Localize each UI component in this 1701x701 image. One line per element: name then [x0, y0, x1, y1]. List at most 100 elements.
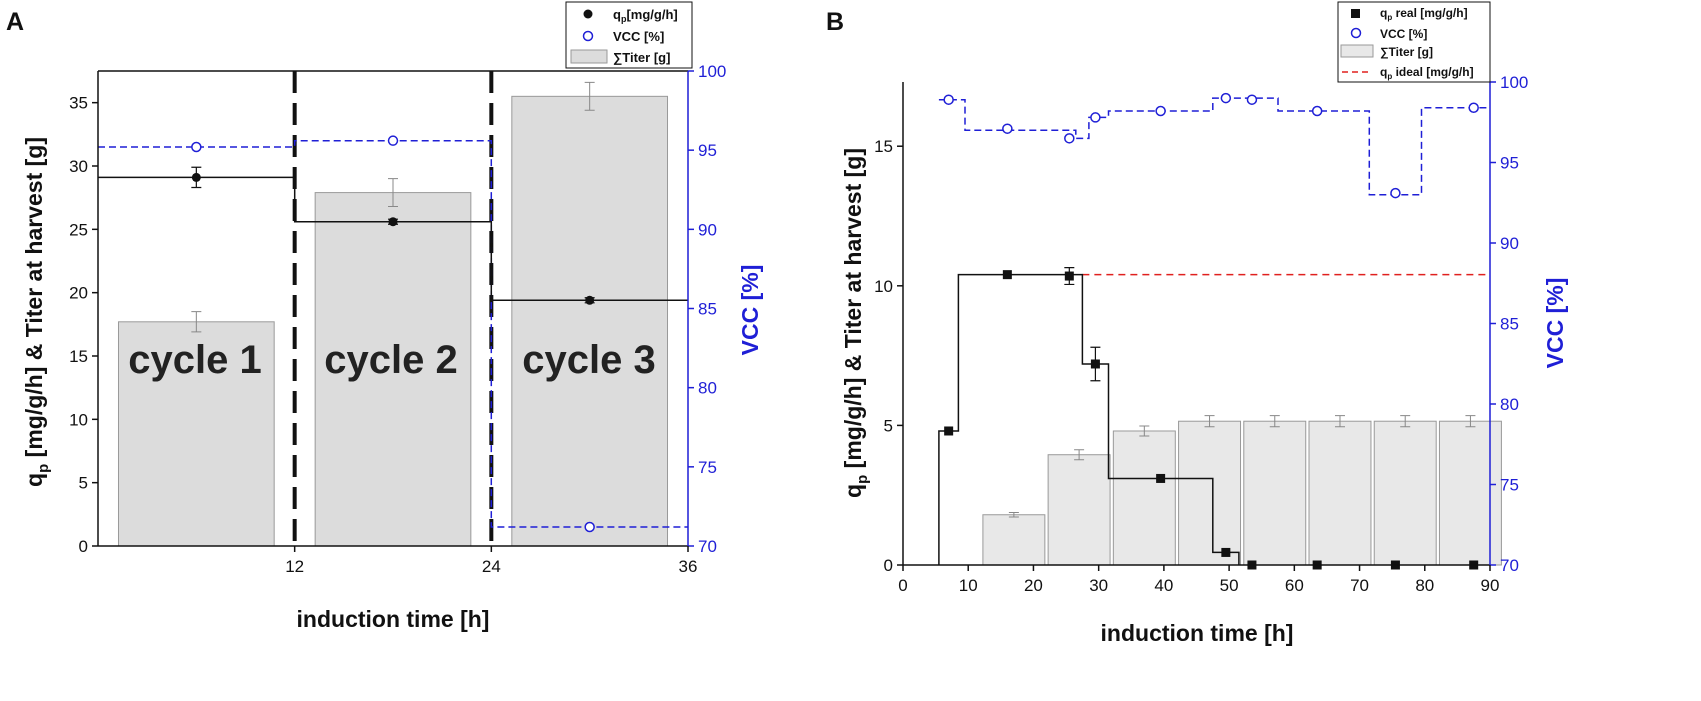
panel-a-legend-titer-label: ∑Titer [g] — [613, 50, 670, 65]
panel-b-titer-error-bar-1 — [1008, 512, 1019, 518]
panel-a-y-left-tick-label-5: 5 — [79, 474, 88, 493]
panel-b-x-tick-label-40: 40 — [1154, 576, 1173, 595]
panel-a-cycle-label-3: cycle 3 — [522, 338, 655, 382]
panel-a-legend-vcc-label: VCC [%] — [613, 29, 664, 44]
panel-b-legend-box — [1337, 1, 1491, 83]
panel-b-titer-error-bar-2 — [1074, 449, 1085, 461]
panel-a-y-right-tick-label-100: 100 — [698, 62, 726, 81]
panel-b-y-right-tick-label-70: 70 — [1500, 556, 1519, 575]
panel-a-label: A — [6, 8, 24, 36]
panel-a-legend-qp-label: qp[mg/g/h] — [613, 7, 678, 24]
panel-a-qp-point-3 — [585, 295, 595, 305]
panel-b-titer-error-bar-3 — [1139, 425, 1150, 437]
panel-b-legend-titer-label: ∑Titer [g] — [1380, 45, 1433, 59]
panel-b-label: B — [826, 8, 844, 36]
panel-a-legend: qp[mg/g/h] VCC [%] ∑Titer [g] — [565, 1, 693, 69]
panel-a-x-tick-label-24: 24 — [482, 557, 501, 576]
panel-b-vcc-point-3 — [1064, 133, 1075, 144]
panel-a-y-right-tick-label-85: 85 — [698, 300, 717, 319]
panel-b-x-tick-label-60: 60 — [1285, 576, 1304, 595]
panel-a-y-left-tick-label-30: 30 — [69, 157, 88, 176]
panel-b-x-tick-label-50: 50 — [1220, 576, 1239, 595]
panel-b-y-left-tick-label-10: 10 — [874, 277, 893, 296]
panel-b-vcc-point-1 — [943, 94, 954, 105]
panel-b-qp-real-point-5 — [1156, 473, 1166, 483]
panel-b-vcc-point-4 — [1090, 112, 1101, 123]
panel-b-qp-real-point-6 — [1221, 547, 1231, 557]
panel-b-titer-bar-1 — [982, 514, 1046, 566]
panel-a-titer-error-bar-2 — [388, 178, 398, 208]
panel-a-y-left-tick-label-0: 0 — [79, 537, 88, 556]
panel-a-cycle-label-1: cycle 1 — [128, 338, 261, 382]
panel-b-legend-vcc-label: VCC [%] — [1380, 27, 1427, 41]
panel-a-qp-point-2 — [388, 217, 398, 227]
panel-b-x-axis-title: induction time [h] — [1101, 620, 1294, 646]
panel-b-titer-error-bar-4 — [1204, 415, 1215, 428]
panel-b-y-right-tick-label-80: 80 — [1500, 395, 1519, 414]
panel-a-y-right-tick-label-95: 95 — [698, 141, 717, 160]
panel-a-y-right-tick-label-75: 75 — [698, 458, 717, 477]
panel-a-legend-qp-marker — [583, 9, 593, 19]
panel-b-legend-qp-real-marker — [1351, 9, 1360, 18]
panel-b-y-right-tick-label-85: 85 — [1500, 315, 1519, 334]
panel-a-x-tick-label-36: 36 — [679, 557, 698, 576]
panel-a-titer-bar-3 — [511, 95, 669, 547]
panel-b-titer-bar-2 — [1047, 454, 1111, 566]
panel-b-legend-qp-ideal-label: qp ideal [mg/g/h] — [1380, 65, 1474, 81]
panel-b-vcc-point-10 — [1468, 102, 1479, 114]
panel-b-qp-real-point-4 — [1090, 359, 1100, 369]
panel-a-vcc-point-1 — [191, 141, 202, 153]
panel-b-x-tick-label-80: 80 — [1415, 576, 1434, 595]
panel-b-x-tick-label-0: 0 — [898, 576, 907, 595]
panel-a-cycle-label-2: cycle 2 — [324, 338, 457, 382]
panel-b-x-tick-label-90: 90 — [1481, 576, 1500, 595]
panel-b-vcc-point-8 — [1311, 105, 1323, 117]
panel-a-y-right-tick-label-70: 70 — [698, 537, 717, 556]
panel-b-y-left-tick-label-0: 0 — [884, 556, 893, 575]
panel-a-x-axis-title: induction time [h] — [297, 606, 490, 632]
panel-b-x-tick-label-70: 70 — [1350, 576, 1369, 595]
panel-b-vcc-point-9 — [1390, 187, 1401, 199]
panel-b-y-right-tick-label-75: 75 — [1500, 476, 1519, 495]
panel-b-titer-bar-7 — [1373, 420, 1437, 566]
panel-a-x-tick-label-12: 12 — [285, 557, 304, 576]
panel-a-vcc-point-3 — [584, 521, 595, 533]
panel-b-y-right-tick-label-100: 100 — [1500, 73, 1528, 92]
panel-b-qp-real-point-2 — [1002, 270, 1012, 280]
panel-b-titer-bar-5 — [1243, 420, 1307, 566]
panel-b-qp-real-point-1 — [944, 426, 954, 436]
panel-b-vcc-point-2 — [1002, 123, 1013, 134]
panel-b-legend: qp real [mg/g/h] VCC [%] ∑Titer [g] qp i… — [1337, 1, 1491, 83]
panel-a-qp-point-1 — [191, 172, 201, 182]
panel-a-titer-bar-1 — [117, 321, 275, 547]
panel-a-y-left-tick-label-25: 25 — [69, 220, 88, 239]
panel-b-x-tick-label-10: 10 — [959, 576, 978, 595]
panel-b-vcc-point-7 — [1246, 94, 1258, 105]
panel-a-y-right-tick-label-80: 80 — [698, 379, 717, 398]
panel-a-y-axis-title-right: VCC [%] — [737, 265, 763, 356]
panel-b-y-left-tick-label-5: 5 — [884, 416, 893, 435]
panel-a-y-left-tick-label-20: 20 — [69, 284, 88, 303]
panel-a-titer-error-bar-1 — [191, 311, 202, 333]
panel-b-titer-bar-8 — [1438, 420, 1502, 566]
panel-a-y-right-tick-label-90: 90 — [698, 220, 717, 239]
panel-b-y-right-tick-label-90: 90 — [1500, 234, 1519, 253]
panel-b-legend-qp-real-label: qp real [mg/g/h] — [1380, 6, 1468, 22]
panel-b-legend-vcc-marker — [1350, 27, 1362, 39]
panel-b-vcc-point-6 — [1220, 92, 1232, 104]
panel-a-y-left-tick-label-15: 15 — [69, 347, 88, 366]
panel-b-vcc-step-line — [938, 97, 1490, 196]
panel-a-y-left-tick-label-35: 35 — [69, 94, 88, 113]
panel-b-titer-error-bar-8 — [1465, 415, 1476, 428]
panel-a-legend-vcc-marker — [582, 30, 594, 42]
panel-a-titer-error-bar-3 — [584, 81, 595, 111]
panel-a-y-axis-title-left: qp [mg/g/h] & Titer at harvest [g] — [21, 137, 52, 487]
panel-b-legend-titer-swatch — [1340, 44, 1374, 58]
panel-b-y-axis-title-right: VCC [%] — [1542, 278, 1568, 369]
panel-b-titer-error-bar-7 — [1400, 415, 1411, 428]
panel-a-y-left-tick-label-10: 10 — [69, 410, 88, 429]
panel-b-x-tick-label-30: 30 — [1089, 576, 1108, 595]
panel-a-legend-titer-swatch — [570, 49, 608, 64]
panel-b-y-axis-title-left: qp [mg/g/h] & Titer at harvest [g] — [840, 148, 871, 498]
panel-b-titer-bar-4 — [1178, 420, 1242, 566]
